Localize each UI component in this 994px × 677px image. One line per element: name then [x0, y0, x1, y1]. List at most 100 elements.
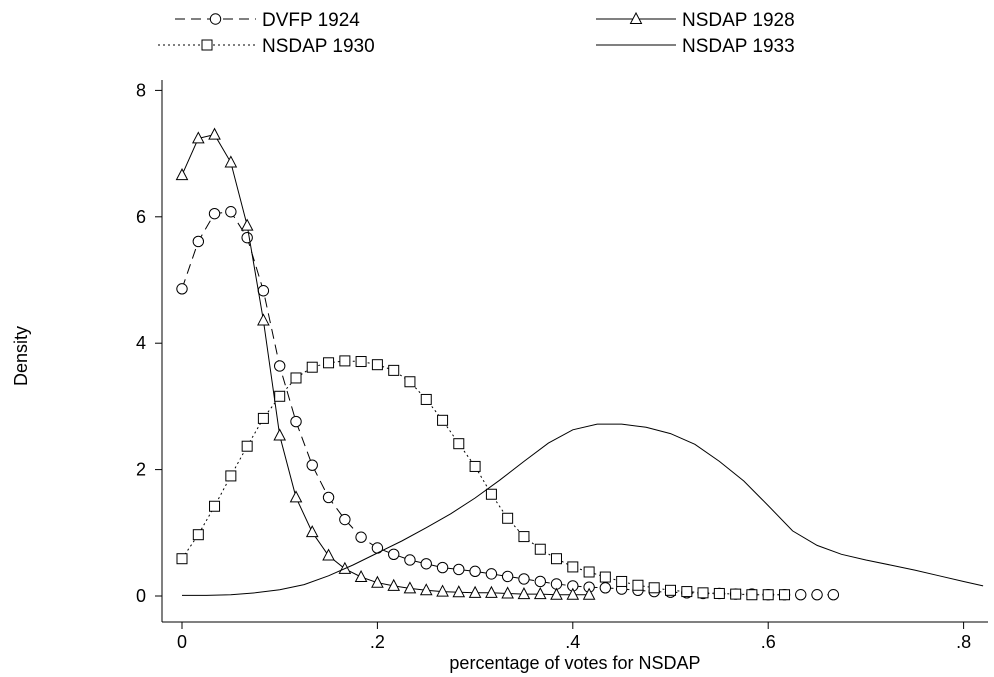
- x-tick-label: .8: [956, 632, 971, 652]
- series-line-dvfp-1924: [181, 211, 834, 596]
- data-point-nsdap-1930: [502, 512, 514, 524]
- data-point-nsdap-1928: [501, 586, 514, 599]
- data-point-dvfp-1924: [534, 575, 546, 588]
- data-point-nsdap-1928: [305, 525, 319, 538]
- data-point-nsdap-1930: [665, 584, 676, 596]
- legend-item-nsdap-1930: NSDAP 1930: [158, 36, 375, 57]
- data-point-dvfp-1924: [225, 206, 237, 218]
- data-point-dvfp-1924: [322, 491, 335, 504]
- data-point-nsdap-1930: [257, 412, 269, 424]
- data-point-nsdap-1930: [779, 589, 791, 601]
- data-point-nsdap-1928: [582, 587, 596, 600]
- data-point-nsdap-1930: [290, 372, 302, 384]
- data-point-nsdap-1930: [599, 571, 611, 583]
- data-point-nsdap-1928: [289, 490, 303, 503]
- data-point-nsdap-1930: [534, 543, 546, 555]
- legend-item-nsdap-1933: NSDAP 1933: [596, 36, 795, 57]
- data-point-dvfp-1924: [306, 459, 318, 471]
- data-point-nsdap-1928: [436, 584, 449, 597]
- legend-item-dvfp-1924: DVFP 1924: [175, 10, 360, 31]
- data-point-nsdap-1930: [453, 438, 465, 450]
- y-tick-label: 8: [136, 80, 146, 100]
- x-axis-ticks: 0 .2 .4 .6 .8: [177, 622, 971, 652]
- data-point-nsdap-1930: [274, 390, 286, 402]
- data-point-dvfp-1924: [339, 513, 351, 526]
- y-tick-label: 6: [136, 207, 146, 227]
- data-point-dvfp-1924: [827, 589, 840, 601]
- data-point-nsdap-1928: [517, 587, 531, 600]
- series-line-nsdap-1930: [181, 360, 785, 596]
- y-tick-label: 0: [136, 586, 146, 606]
- data-point-dvfp-1924: [501, 570, 514, 583]
- data-point-dvfp-1924: [208, 207, 221, 220]
- data-point-nsdap-1928: [566, 587, 580, 600]
- data-point-nsdap-1928: [208, 127, 221, 140]
- data-point-nsdap-1930: [192, 529, 204, 541]
- data-point-nsdap-1928: [452, 585, 466, 598]
- data-point-nsdap-1928: [419, 583, 433, 596]
- data-point-dvfp-1924: [469, 565, 481, 578]
- data-point-nsdap-1928: [468, 585, 482, 598]
- data-point-nsdap-1930: [420, 393, 432, 405]
- data-point-nsdap-1928: [550, 587, 563, 600]
- data-point-dvfp-1924: [453, 563, 465, 576]
- series-nsdap-1930: [176, 355, 791, 601]
- data-point-nsdap-1930: [469, 460, 481, 472]
- data-point-dvfp-1924: [599, 582, 612, 594]
- data-point-nsdap-1928: [175, 168, 189, 181]
- data-point-nsdap-1930: [306, 361, 318, 373]
- data-point-dvfp-1924: [257, 285, 270, 297]
- data-point-nsdap-1928: [533, 587, 547, 600]
- data-point-nsdap-1928: [387, 578, 401, 591]
- data-point-nsdap-1930: [225, 470, 237, 482]
- series-nsdap-1933: [182, 423, 984, 596]
- data-point-dvfp-1924: [550, 578, 563, 590]
- x-tick-label: .4: [565, 632, 580, 652]
- legend-marker: [201, 39, 213, 51]
- data-point-nsdap-1930: [339, 355, 351, 367]
- x-tick-label: .2: [370, 632, 385, 652]
- data-point-nsdap-1930: [583, 566, 595, 578]
- data-point-nsdap-1930: [404, 376, 416, 388]
- data-point-nsdap-1930: [323, 357, 335, 369]
- data-point-nsdap-1928: [224, 155, 238, 168]
- data-point-dvfp-1924: [388, 548, 400, 560]
- legend-marker: [629, 11, 643, 24]
- data-point-dvfp-1924: [485, 568, 498, 580]
- series-line-nsdap-1933: [182, 423, 984, 596]
- data-point-nsdap-1928: [257, 313, 270, 326]
- data-point-dvfp-1924: [404, 554, 416, 566]
- data-point-nsdap-1928: [273, 428, 287, 441]
- legend-item-nsdap-1928: NSDAP 1928: [596, 10, 795, 31]
- series-nsdap-1928: [175, 127, 596, 600]
- x-tick-label: .6: [761, 632, 776, 652]
- data-point-nsdap-1930: [762, 589, 774, 601]
- data-point-nsdap-1930: [241, 440, 253, 452]
- data-point-nsdap-1930: [485, 488, 497, 500]
- data-point-nsdap-1928: [240, 218, 254, 231]
- y-tick-label: 2: [136, 460, 146, 480]
- data-point-nsdap-1930: [371, 359, 383, 371]
- data-point-nsdap-1930: [176, 553, 188, 565]
- data-point-dvfp-1924: [436, 561, 449, 574]
- data-point-nsdap-1930: [697, 587, 709, 599]
- legend-label: DVFP 1924: [262, 10, 360, 31]
- series-dvfp-1924: [176, 206, 840, 601]
- data-point-nsdap-1930: [648, 582, 660, 594]
- data-point-nsdap-1928: [403, 581, 417, 594]
- data-point-nsdap-1930: [713, 587, 725, 599]
- data-point-dvfp-1924: [518, 573, 530, 585]
- data-point-dvfp-1924: [176, 283, 188, 295]
- data-point-nsdap-1930: [437, 414, 449, 426]
- y-tick-label: 4: [136, 333, 146, 353]
- y-axis-ticks: 0 2 4 6 8: [136, 80, 162, 606]
- data-point-nsdap-1930: [681, 586, 693, 598]
- data-point-dvfp-1924: [795, 589, 807, 601]
- legend-label: NSDAP 1928: [682, 10, 795, 31]
- data-point-nsdap-1930: [567, 561, 579, 573]
- series-layer: [175, 127, 984, 601]
- legend: DVFP 1924 NSDAP 1928 NSDAP 1930 NSDAP 1933: [158, 10, 795, 57]
- data-point-nsdap-1928: [322, 548, 335, 561]
- data-point-nsdap-1930: [632, 579, 644, 591]
